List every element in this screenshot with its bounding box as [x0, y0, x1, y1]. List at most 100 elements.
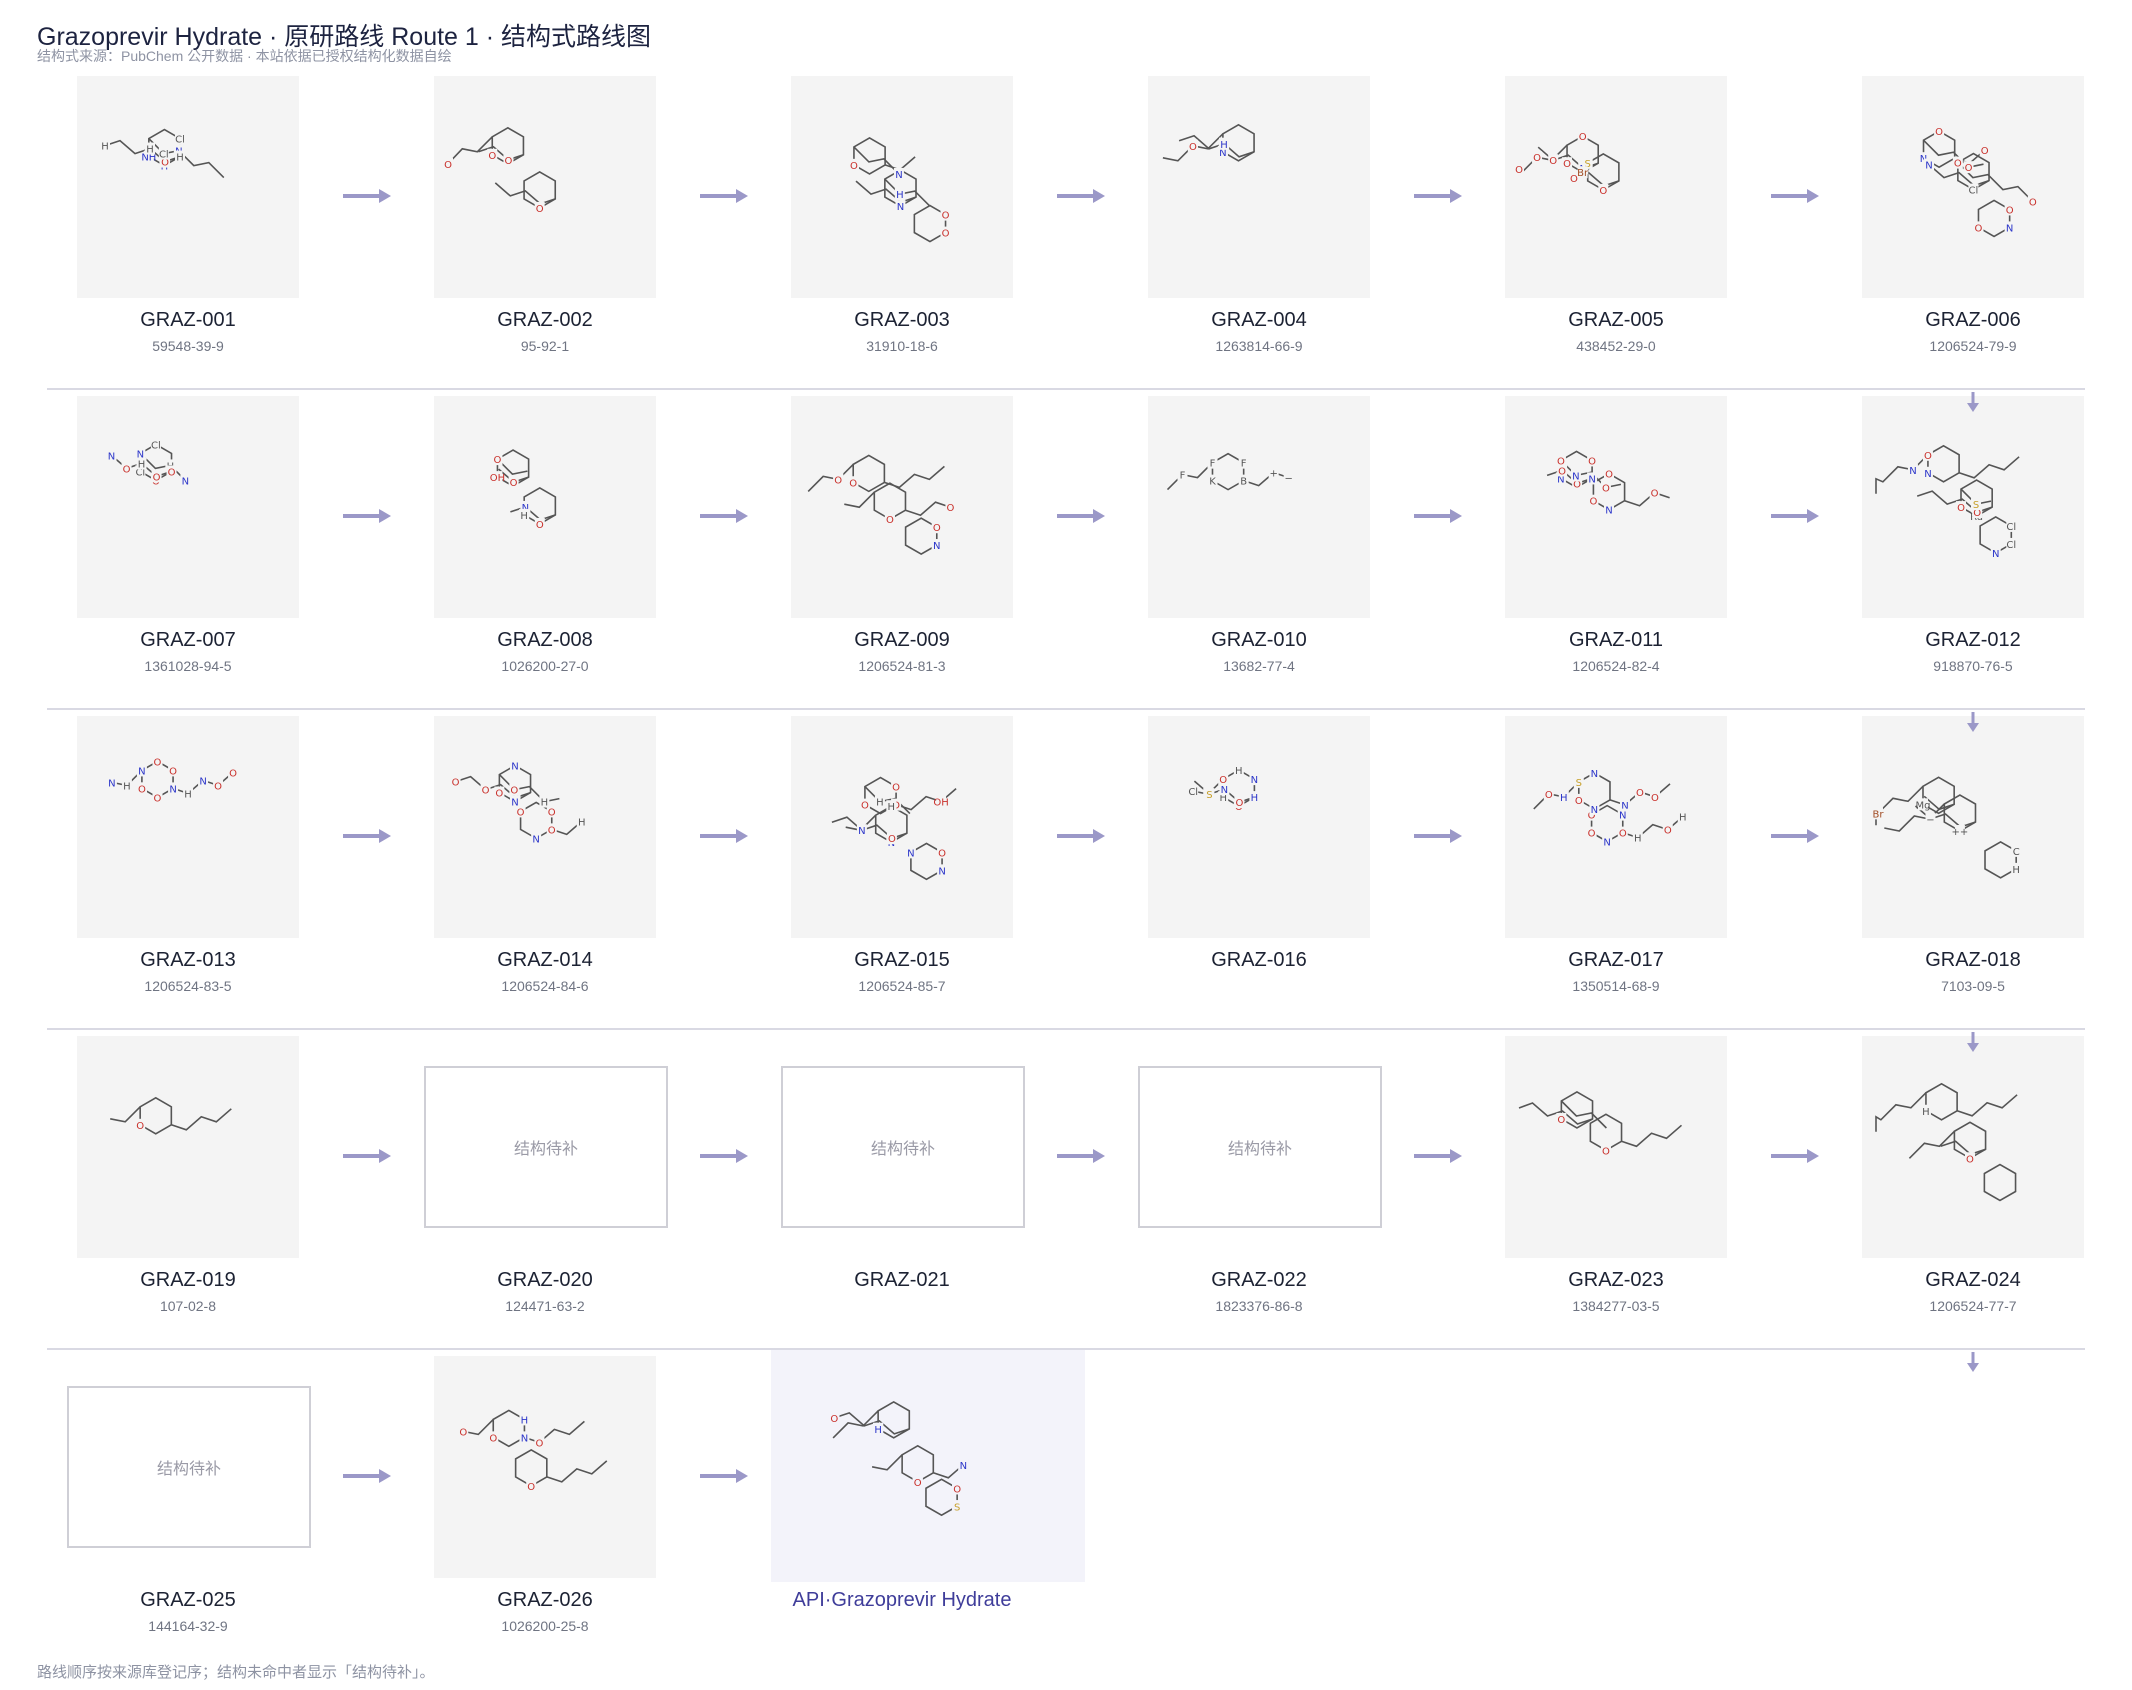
atom-label-bg: [121, 779, 132, 792]
structure-drawing: NHHNHOClHClH: [100, 128, 225, 179]
atom-label: O: [138, 784, 146, 795]
row-separator: [47, 708, 2085, 710]
atom-label-bg: [856, 824, 867, 837]
atom-label: N: [169, 784, 176, 795]
structure-placeholder: 结构待补: [424, 1066, 668, 1228]
atom-label-bg: [937, 846, 948, 859]
atom-label: Cl: [159, 150, 169, 161]
atom-label: S: [1973, 500, 1979, 511]
atom-label-bg: [1956, 501, 1967, 514]
atom-label: O: [1935, 127, 1943, 138]
atom-label: −: [1284, 474, 1292, 485]
atom-label-bg: [152, 791, 163, 804]
atom-label-bg: [534, 1436, 545, 1449]
atom-label: O: [510, 786, 518, 797]
reaction-arrow: [700, 189, 748, 203]
atom-label-bg: [151, 470, 162, 483]
atom-label-bg: [1662, 823, 1673, 836]
atom-label: H: [888, 802, 896, 813]
atom-label-bg: [1604, 503, 1615, 516]
reaction-arrow: [343, 189, 391, 203]
row-wrap-arrow: [1967, 1352, 1979, 1372]
compound-id: GRAZ-005: [1568, 309, 1664, 331]
atom-label: O: [505, 156, 513, 167]
atom-label: O: [2006, 205, 2014, 216]
reaction-arrow: [1414, 829, 1462, 843]
reaction-arrow: [343, 1149, 391, 1163]
atom-label: O: [1545, 790, 1553, 801]
atom-label: Br: [1872, 809, 1884, 820]
atom-label-bg: [1952, 156, 1963, 169]
atom-label-bg: [1204, 788, 1215, 801]
atom-label-bg: [175, 132, 186, 145]
atom-label-bg: [1555, 472, 1566, 485]
cas-number: 918870-76-5: [1933, 658, 2013, 674]
atom-label-bg: [859, 798, 870, 811]
atom-label: O: [1664, 826, 1672, 837]
atom-label: O: [1563, 159, 1571, 170]
structure-drawing: HO: [1875, 1082, 2018, 1202]
atom-label: N: [1920, 154, 1927, 165]
atom-label-bg: [480, 783, 491, 796]
atom-label: K: [1209, 477, 1216, 488]
structure-card: ONNOHNOOHNOOO: [434, 716, 656, 938]
compound-id: GRAZ-017: [1568, 949, 1664, 971]
atom-label: N: [1557, 474, 1564, 485]
structure-card: O: [77, 1036, 299, 1258]
atom-label-bg: [1971, 498, 1982, 511]
reaction-arrow: [1414, 1149, 1462, 1163]
compound-id: API·Grazoprevir Hydrate: [792, 1589, 1012, 1611]
structure-drawing: HNHNHOSOOClH: [1188, 764, 1260, 813]
atom-label: N: [907, 848, 914, 859]
atom-label-bg: [576, 815, 587, 828]
atom-label: O: [892, 783, 900, 794]
atom-label-bg: [873, 1422, 884, 1435]
atom-label: O: [161, 158, 169, 169]
cas-number: 7103-09-5: [1941, 978, 2005, 994]
atom-label-bg: [931, 539, 942, 552]
atom-label-bg: [213, 779, 224, 792]
atom-label-bg: [539, 795, 550, 808]
structure-drawing: NRuClClNOSOON: [1875, 444, 2020, 560]
atom-label: O: [548, 807, 556, 818]
atom-label-bg: [1604, 467, 1615, 480]
atom-label-bg: [135, 465, 146, 478]
atom-label-bg: [1233, 764, 1244, 777]
atom-label: O: [2029, 198, 2037, 209]
atom-label: Cl: [1969, 186, 1979, 197]
atom-label-bg: [940, 208, 951, 221]
atom-label-bg: [936, 795, 947, 808]
atom-label-bg: [833, 473, 844, 486]
structure-card: NClNOOONONOOOO: [791, 396, 1013, 618]
atom-label-bg: [1207, 456, 1218, 469]
reaction-arrow: [1414, 509, 1462, 523]
reaction-arrow: [700, 509, 748, 523]
cas-number: 1206524-83-5: [144, 978, 232, 994]
atom-label-bg: [1990, 546, 2001, 559]
atom-label-bg: [886, 832, 897, 845]
atom-label-bg: [829, 1411, 840, 1424]
compound-id: GRAZ-026: [497, 1589, 593, 1611]
structure-card: Mg ++ H C Br −: [1862, 716, 2084, 938]
atom-label: N: [521, 1433, 528, 1444]
atom-label: O: [1651, 793, 1659, 804]
atom-label: S: [1585, 159, 1591, 170]
compound-id: GRAZ-024: [1925, 1269, 2021, 1291]
atom-label-bg: [150, 438, 161, 451]
atom-label-bg: [519, 508, 530, 521]
atom-label-bg: [2006, 519, 2017, 532]
compound-id: GRAZ-007: [140, 629, 236, 651]
atom-label: F: [1241, 459, 1247, 470]
atom-label-bg: [2004, 221, 2015, 234]
atom-label: Cl: [1188, 787, 1198, 798]
atom-label: O: [229, 768, 237, 779]
atom-label-bg: [180, 474, 191, 487]
compound-id: GRAZ-011: [1568, 629, 1664, 651]
cas-number: 1350514-68-9: [1572, 978, 1660, 994]
atom-label: N: [532, 834, 539, 845]
atom-label-bg: [1238, 456, 1249, 469]
